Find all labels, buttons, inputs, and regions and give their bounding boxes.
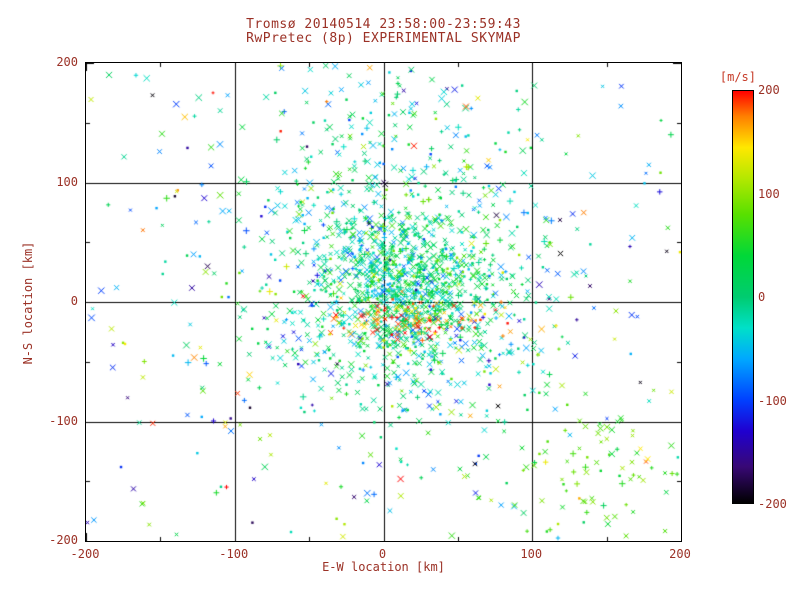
colorbar-tick-label: 0 [758, 290, 766, 304]
plot-area [85, 62, 682, 542]
y-tick-label: 100 [56, 174, 78, 189]
colorbar-tick-label: -200 [758, 497, 787, 511]
plot-title: Tromsø 20140514 23:58:00-23:59:43 [246, 17, 521, 32]
y-tick-label: -200 [49, 533, 78, 547]
x-tick-label: 200 [669, 547, 691, 561]
y-tick-label: -100 [49, 413, 78, 428]
plot-subtitle: RwPretec (8p) EXPERIMENTAL SKYMAP [246, 31, 521, 46]
x-tick-label: -200 [70, 547, 100, 561]
colorbar-tick-label: 200 [758, 83, 780, 97]
scatter-canvas [86, 63, 681, 541]
x-tick-label: -100 [219, 547, 249, 561]
x-tick-label: 0 [378, 547, 387, 561]
title-block: Tromsø 20140514 23:58:00-23:59:43 RwPret… [85, 18, 682, 46]
y-tick-label: 200 [56, 55, 78, 69]
colorbar [732, 90, 754, 504]
colorbar-unit-label: [m/s] [719, 70, 756, 84]
colorbar-tick-label: 100 [758, 186, 780, 201]
x-axis-label: E-W location [km] [322, 560, 445, 574]
x-tick-label: 100 [520, 547, 543, 561]
colorbar-tick-label: -100 [758, 393, 787, 408]
y-tick-label: 0 [70, 294, 78, 308]
